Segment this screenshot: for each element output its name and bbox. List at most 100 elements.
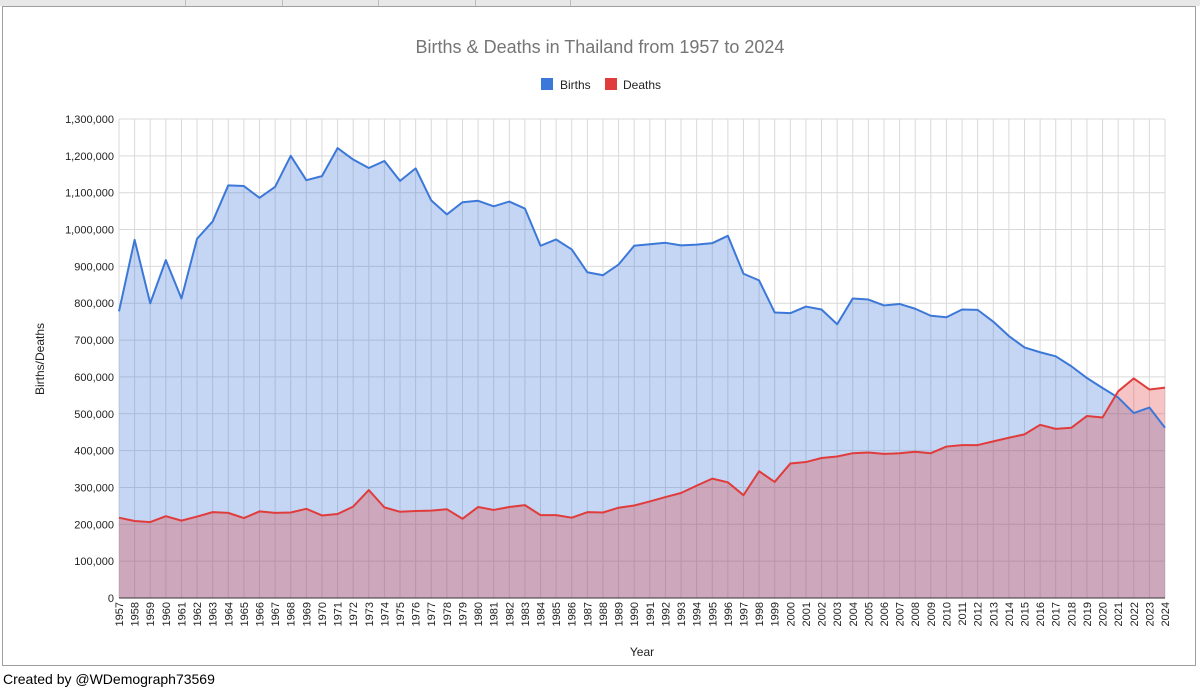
x-tick-label: 1995: [707, 602, 719, 626]
x-tick-label: 2007: [895, 602, 907, 626]
x-tick-label: 1973: [364, 602, 376, 626]
x-tick-label: 2009: [926, 602, 938, 626]
x-tick-label: 1975: [395, 602, 407, 626]
x-tick-label: 2001: [801, 602, 813, 626]
area-deaths: [119, 378, 1165, 598]
legend-swatch-deaths: [605, 78, 617, 90]
x-tick-label: 1971: [333, 602, 345, 626]
x-tick-label: 2015: [1019, 602, 1031, 626]
x-tick-label: 1977: [426, 602, 438, 626]
area-births: [119, 148, 1165, 598]
x-tick-label: 2011: [957, 602, 969, 626]
series-areas: [118, 147, 1166, 598]
x-tick-label: 1992: [660, 602, 672, 626]
x-tick-label: 2021: [1113, 602, 1125, 626]
x-tick-label: 1982: [504, 602, 516, 626]
y-tick-label: 300,000: [74, 482, 114, 494]
x-tick-label: 2004: [848, 602, 860, 626]
x-tick-label: 1993: [676, 602, 688, 626]
x-tick-label: 1987: [582, 602, 594, 626]
line-births: [118, 147, 1166, 429]
y-axis-label: Births/Deaths: [33, 323, 47, 395]
x-tick-label: 1984: [536, 602, 548, 626]
x-tick-label: 1991: [645, 602, 657, 626]
credit-text: Created by @WDemograph73569: [3, 671, 215, 687]
x-tick-label: 2012: [973, 602, 985, 626]
x-tick-label: 2013: [988, 602, 1000, 626]
y-tick-label: 500,000: [74, 409, 114, 421]
x-tick-label: 1972: [348, 602, 360, 626]
y-tick-label: 100,000: [74, 556, 114, 568]
legend: Births Deaths: [541, 78, 661, 92]
x-tick-label: 2014: [1004, 602, 1016, 626]
x-tick-label: 2017: [1051, 602, 1063, 626]
x-tick-label: 1999: [770, 602, 782, 626]
grid: [118, 118, 1166, 599]
y-tick-label: 200,000: [74, 519, 114, 531]
x-tick-label: 2002: [817, 602, 829, 626]
x-tick-label: 1963: [208, 602, 220, 626]
x-tick-label: 1970: [317, 602, 329, 626]
x-tick-label: 2016: [1035, 602, 1047, 626]
x-tick-label: 1989: [614, 602, 626, 626]
y-tick-label: 400,000: [74, 446, 114, 458]
legend-swatch-births: [541, 78, 553, 90]
x-tick-label: 2019: [1082, 602, 1094, 626]
x-tick-label: 2023: [1144, 602, 1156, 626]
x-tick-label: 2005: [863, 602, 875, 626]
line-deaths: [118, 377, 1166, 524]
x-tick-label: 1960: [161, 602, 173, 626]
y-tick-label: 0: [108, 593, 114, 605]
legend-label-births: Births: [560, 78, 591, 92]
y-tick-label: 1,200,000: [65, 151, 114, 163]
x-tick-label: 2022: [1129, 602, 1141, 626]
chart-title: Births & Deaths in Thailand from 1957 to…: [416, 37, 785, 57]
y-tick-label: 700,000: [74, 335, 114, 347]
x-tick-label: 1997: [738, 602, 750, 626]
x-tick-label: 2006: [879, 602, 891, 626]
x-tick-label: 1976: [411, 602, 423, 626]
axes: 0 100,000 200,000 300,000 400,000 500,000 600,…: [65, 114, 1172, 626]
x-tick-label: 1968: [286, 602, 298, 626]
x-tick-label: 1985: [551, 602, 563, 626]
x-tick-label: 1957: [114, 602, 126, 626]
x-tick-label: 1988: [598, 602, 610, 626]
x-tick-label: 1969: [301, 602, 313, 626]
x-tick-label: 1980: [473, 602, 485, 626]
x-tick-label: 1961: [176, 602, 188, 626]
x-axis-label: Year: [630, 645, 654, 659]
x-tick-label: 1966: [255, 602, 267, 626]
x-tick-label: 2024: [1160, 602, 1172, 626]
legend-label-deaths: Deaths: [623, 78, 661, 92]
x-tick-label: 1965: [239, 602, 251, 626]
x-tick-label: 2020: [1098, 602, 1110, 626]
x-tick-label: 1986: [567, 602, 579, 626]
x-tick-label: 2003: [832, 602, 844, 626]
x-tick-label: 2018: [1066, 602, 1078, 626]
x-tick-label: 2010: [941, 602, 953, 626]
x-tick-label: 2000: [785, 602, 797, 626]
x-tick-label: 1979: [457, 602, 469, 626]
chart-frame: [2, 6, 1196, 666]
x-tick-label: 1983: [520, 602, 532, 626]
x-tick-label: 1958: [130, 602, 142, 626]
y-tick-label: 800,000: [74, 298, 114, 310]
x-tick-label: 1962: [192, 602, 204, 626]
y-tick-label: 1,000,000: [65, 225, 114, 237]
x-tick-label: 1996: [723, 602, 735, 626]
x-tick-label: 1994: [692, 602, 704, 626]
x-tick-label: 1959: [145, 602, 157, 626]
x-tick-label: 2008: [910, 602, 922, 626]
x-tick-label: 1967: [270, 602, 282, 626]
y-tick-label: 1,100,000: [65, 188, 114, 200]
top-strip: [0, 0, 1200, 6]
x-tick-label: 1990: [629, 602, 641, 626]
x-tick-label: 1981: [489, 602, 501, 626]
x-tick-label: 1978: [442, 602, 454, 626]
y-tick-label: 1,300,000: [65, 114, 114, 126]
y-tick-label: 600,000: [74, 372, 114, 384]
x-tick-label: 1998: [754, 602, 766, 626]
y-tick-label: 900,000: [74, 261, 114, 273]
x-tick-label: 1974: [379, 602, 391, 626]
